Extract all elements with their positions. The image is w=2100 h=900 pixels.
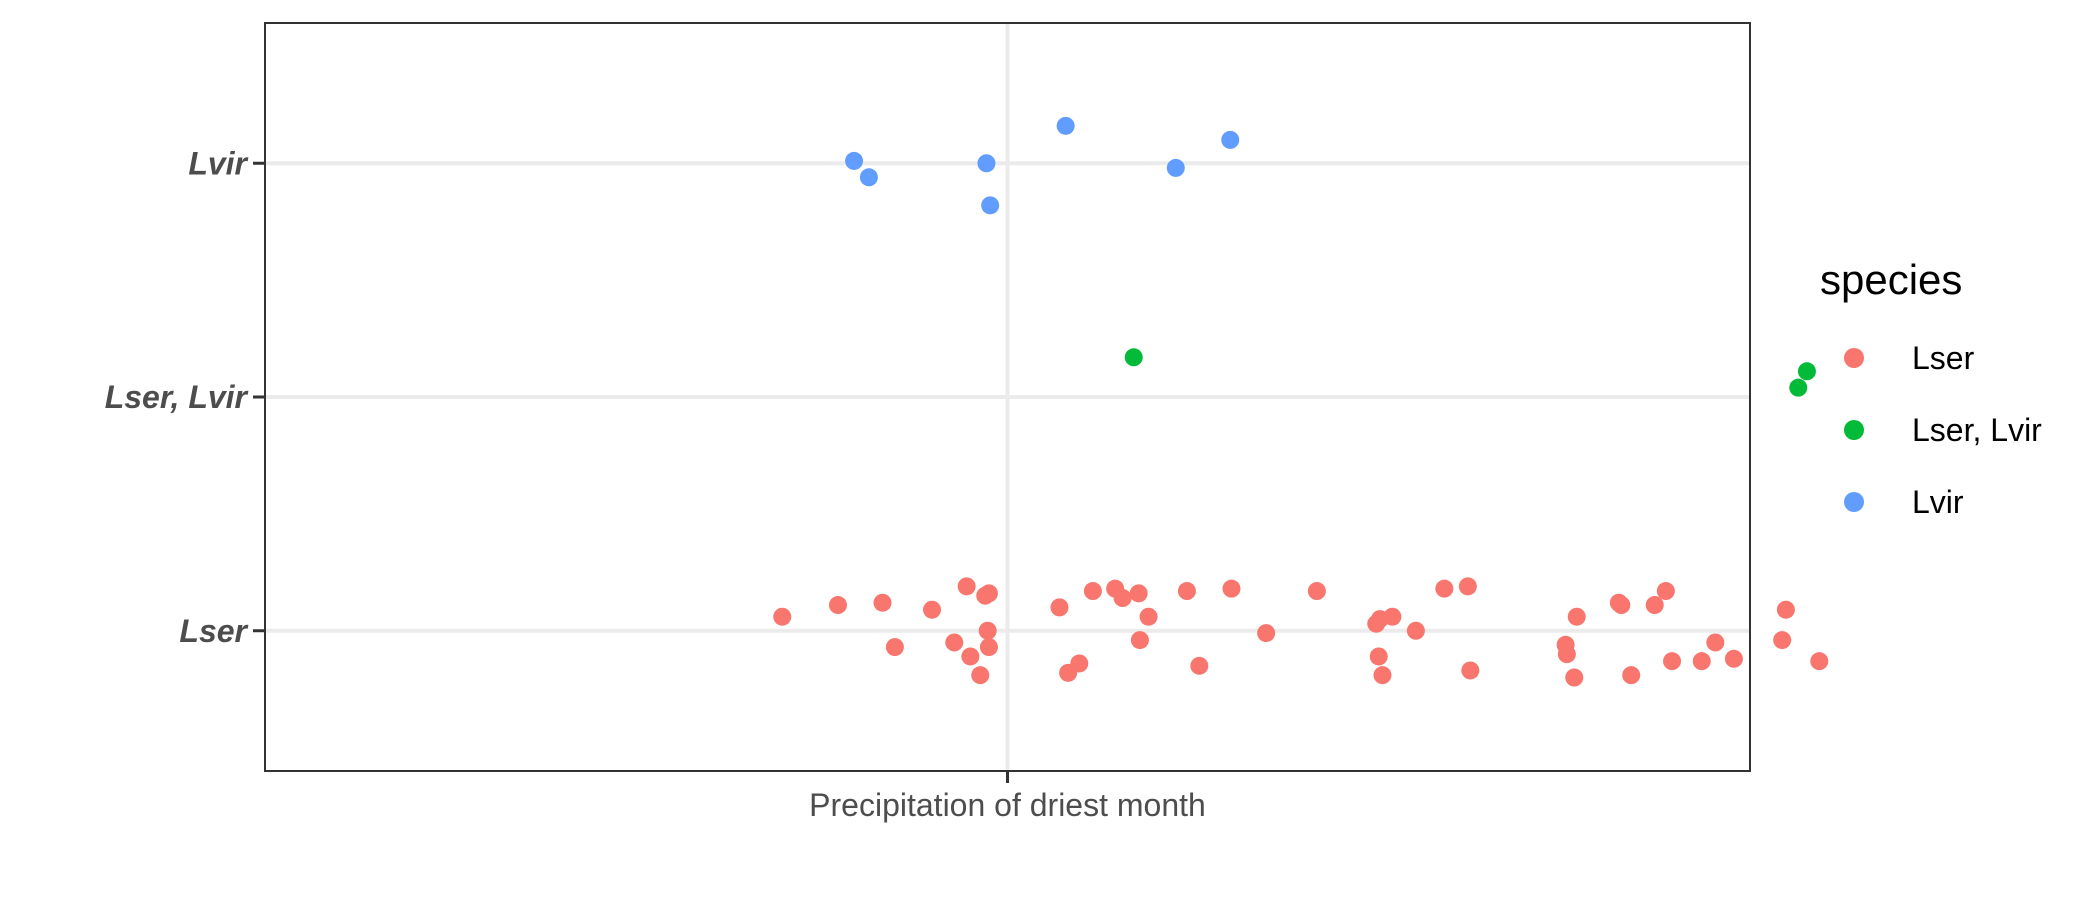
data-point xyxy=(1190,656,1209,675)
data-point xyxy=(1773,631,1792,650)
data-point xyxy=(1663,652,1682,671)
data-point xyxy=(945,633,964,652)
data-point xyxy=(1435,579,1454,598)
data-point xyxy=(1369,647,1388,666)
data-point xyxy=(1113,589,1132,608)
data-point xyxy=(1129,584,1148,603)
legend-key xyxy=(1844,492,1864,512)
data-point xyxy=(1789,378,1808,397)
data-point xyxy=(923,600,942,619)
data-point xyxy=(1083,582,1102,601)
data-point xyxy=(1810,652,1829,671)
axes: Lser Lser, Lvir Lvir Precipitation of dries… xyxy=(105,145,1206,823)
y-tick-label: Lser xyxy=(179,613,248,649)
data-point xyxy=(1124,348,1143,367)
data-point xyxy=(1656,582,1675,601)
data-point xyxy=(1056,116,1075,135)
data-point xyxy=(979,584,998,603)
data-point xyxy=(1307,582,1326,601)
data-point xyxy=(1166,158,1185,177)
data-point xyxy=(1612,596,1631,615)
y-tick-label: Lser, Lvir xyxy=(105,379,249,415)
data-point xyxy=(1565,668,1584,687)
data-point xyxy=(957,577,976,596)
data-point xyxy=(1130,631,1149,650)
data-point xyxy=(1221,130,1240,149)
grid-lines xyxy=(265,23,1750,771)
data-point xyxy=(981,196,1000,215)
data-points xyxy=(773,116,1829,687)
legend: species Lser Lser, Lvir Lvir xyxy=(1820,256,2042,520)
data-point xyxy=(828,596,847,615)
data-point xyxy=(859,168,878,187)
data-point xyxy=(885,638,904,657)
legend-label: Lvir xyxy=(1912,484,1964,520)
data-point xyxy=(1557,645,1576,664)
data-point xyxy=(845,151,864,170)
data-point xyxy=(977,154,996,173)
data-point xyxy=(873,593,892,612)
legend-label: Lser, Lvir xyxy=(1912,412,2042,448)
data-point xyxy=(1706,633,1725,652)
legend-key xyxy=(1844,348,1864,368)
data-point xyxy=(1458,577,1477,596)
data-point xyxy=(1461,661,1480,680)
data-point xyxy=(1776,600,1795,619)
data-point xyxy=(1645,596,1664,615)
data-point xyxy=(1406,621,1425,640)
data-point xyxy=(978,621,997,640)
data-point xyxy=(1692,652,1711,671)
data-point xyxy=(1050,598,1069,617)
x-tick-label: Precipitation of driest month xyxy=(809,787,1206,823)
data-point xyxy=(1567,607,1586,626)
y-tick-label: Lvir xyxy=(188,145,248,181)
legend-title: species xyxy=(1820,256,1962,303)
data-point xyxy=(961,647,980,666)
legend-key xyxy=(1844,420,1864,440)
data-point xyxy=(1177,582,1196,601)
data-point xyxy=(1724,649,1743,668)
data-point xyxy=(971,666,990,685)
data-point xyxy=(979,638,998,657)
data-point xyxy=(1622,666,1641,685)
data-point xyxy=(1257,624,1276,643)
data-point xyxy=(1070,654,1089,673)
data-point xyxy=(1383,607,1402,626)
data-point xyxy=(1797,362,1816,381)
data-point xyxy=(773,607,792,626)
data-point xyxy=(1139,607,1158,626)
data-point xyxy=(1222,579,1241,598)
legend-label: Lser xyxy=(1912,340,1975,376)
data-point xyxy=(1373,666,1392,685)
